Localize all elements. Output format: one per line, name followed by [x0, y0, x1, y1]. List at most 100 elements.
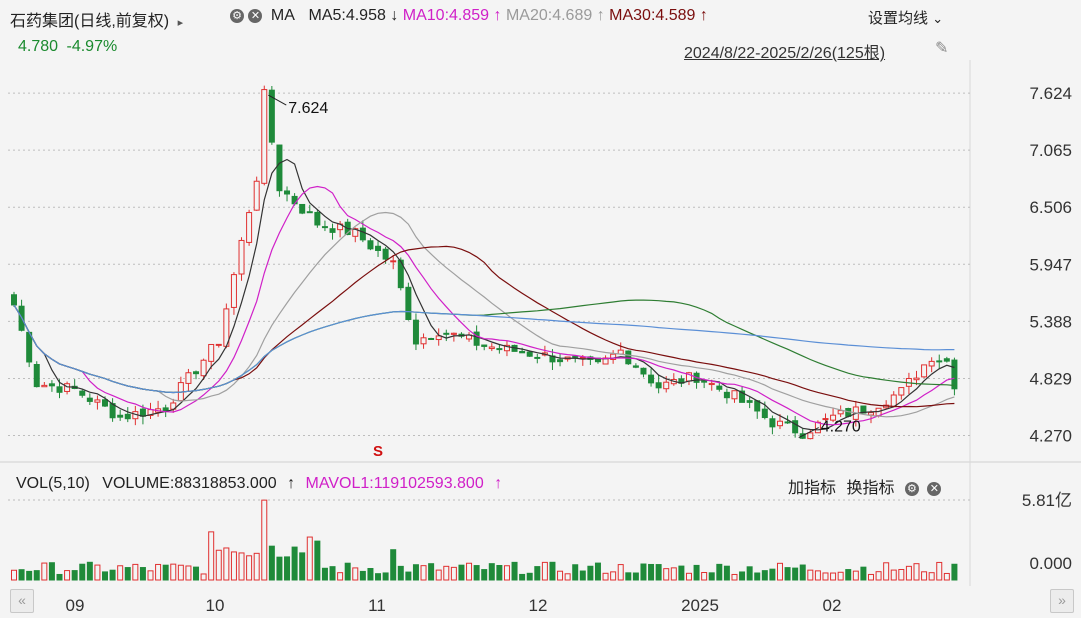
- indicator-controls: 加指标 换指标 ⚙ ✕: [788, 474, 942, 498]
- volume-bar: [587, 565, 594, 581]
- add-indicator-button[interactable]: 加指标: [788, 480, 837, 497]
- candle-body: [314, 211, 321, 226]
- volume-bar: [739, 571, 746, 581]
- stock-title-bar: 石药集团(日线,前复权) ▸: [10, 7, 183, 31]
- volume-bar: [41, 562, 48, 581]
- volume-bar: [56, 573, 63, 581]
- volume-bar: [746, 566, 753, 581]
- mavol1-arrow: ↑: [494, 475, 503, 492]
- volume-bar: [723, 565, 730, 581]
- candle-body: [701, 380, 708, 383]
- candle-body: [473, 331, 480, 346]
- candle-body: [951, 359, 958, 390]
- candle-body: [496, 348, 503, 351]
- candle-body: [610, 353, 617, 360]
- candle-body: [435, 335, 442, 341]
- candle-body: [837, 410, 844, 415]
- volume-bar: [670, 567, 677, 581]
- ma-settings-button[interactable]: 设置均线 ⌄: [868, 7, 943, 28]
- candle-body: [913, 377, 920, 381]
- volume-bar: [890, 569, 897, 581]
- candle-body: [306, 211, 313, 214]
- ma30-value: MA30:4.589: [609, 7, 696, 24]
- volume-bar: [701, 572, 708, 581]
- candle-body: [655, 382, 662, 389]
- volume-bar: [193, 566, 200, 581]
- indicator-gear-icon[interactable]: ⚙: [904, 481, 919, 496]
- volume-arrow: ↑: [287, 475, 296, 492]
- volume-bar: [261, 499, 268, 581]
- candle-body: [185, 372, 192, 384]
- price-tick-label: 4.270: [1029, 427, 1072, 446]
- volume-bar: [390, 549, 397, 581]
- volume-bar: [481, 569, 488, 581]
- volume-bar: [268, 545, 275, 581]
- indicator-close-icon[interactable]: ✕: [927, 481, 942, 496]
- candle-body: [557, 359, 564, 363]
- volume-bar: [177, 564, 184, 581]
- date-range-text: 2024/8/22-2025/2/26(125根): [684, 45, 886, 62]
- candle-body: [276, 144, 283, 192]
- volume-bar: [18, 569, 25, 581]
- volume-bar: [541, 561, 548, 581]
- x-tick-label: 09: [66, 596, 85, 615]
- candle-body: [746, 400, 753, 403]
- candle-body: [405, 286, 412, 321]
- ma20-value: MA20:4.689: [505, 7, 593, 24]
- volume-bar: [496, 565, 503, 581]
- volume-bar: [898, 568, 905, 581]
- candle-body: [94, 399, 101, 403]
- x-tick-label: 11: [368, 596, 386, 615]
- volume-bar: [276, 556, 283, 581]
- price-tick-label: 7.624: [1029, 84, 1072, 103]
- stock-name: 石药集团: [10, 13, 75, 30]
- volume-bar: [314, 540, 321, 581]
- candle-body: [867, 412, 874, 416]
- volume-bar: [246, 555, 253, 581]
- pin-icon[interactable]: ✎: [935, 40, 949, 57]
- candle-body: [268, 89, 275, 143]
- candle-body: [238, 239, 245, 275]
- ma-settings-label: 设置均线: [868, 10, 929, 27]
- volume-bar: [822, 572, 829, 581]
- candle-body: [519, 350, 526, 354]
- double-chevron-left-icon[interactable]: «: [10, 589, 34, 613]
- volume-bar: [830, 572, 837, 581]
- candle-body: [33, 364, 40, 388]
- ma5-line: [13, 158, 955, 431]
- volume-tick-label: 5.81亿: [1022, 491, 1072, 510]
- candle-body: [200, 359, 207, 377]
- volume-bar: [883, 562, 890, 581]
- switch-indicator-button[interactable]: 换指标: [846, 480, 895, 497]
- candle-body: [41, 384, 48, 388]
- candle-body: [11, 294, 17, 306]
- candle-body: [792, 420, 799, 434]
- volume-bar: [170, 563, 177, 581]
- candle-body: [26, 331, 33, 363]
- gear-icon[interactable]: ⚙: [230, 8, 244, 23]
- candle-body: [261, 89, 268, 184]
- volume-bar: [26, 570, 33, 581]
- volume-bar: [306, 536, 313, 581]
- candle-body: [193, 371, 200, 375]
- x-tick-label: 02: [823, 596, 842, 615]
- expand-arrow-icon[interactable]: ▸: [177, 17, 184, 29]
- candle-body: [367, 240, 374, 250]
- ma5-arrow: ↓: [390, 7, 399, 24]
- candle-body: [708, 382, 715, 386]
- double-chevron-right-icon[interactable]: »: [1050, 589, 1074, 613]
- volume-bar: [397, 565, 404, 581]
- volume-bar: [238, 552, 245, 581]
- candle-body: [648, 374, 655, 384]
- candle-body: [481, 344, 488, 347]
- volume-bar: [769, 568, 776, 581]
- candle-body: [632, 365, 639, 368]
- volume-bar: [761, 570, 768, 581]
- close-icon[interactable]: ✕: [248, 8, 263, 23]
- ma5-value: MA5:4.958: [308, 7, 386, 24]
- volume-bar: [534, 566, 541, 581]
- candle-body: [375, 245, 382, 251]
- candle-body: [640, 367, 647, 375]
- volume-bar: [617, 564, 624, 581]
